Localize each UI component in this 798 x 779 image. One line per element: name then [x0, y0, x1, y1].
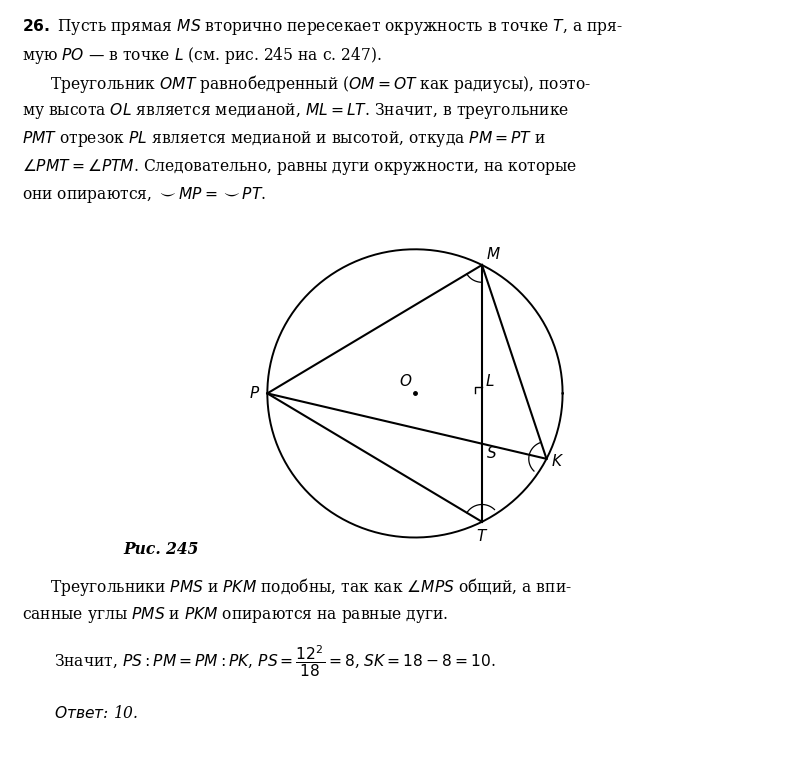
- Text: му высота $OL$ является медианой, $ML = LT$. Значит, в треугольнике: му высота $OL$ является медианой, $ML = …: [22, 101, 570, 122]
- Text: $T$: $T$: [476, 528, 488, 544]
- Text: $P$: $P$: [249, 386, 260, 401]
- Text: $\mathbf{26.}$ Пусть прямая $MS$ вторично пересекает окружность в точке $T$, а п: $\mathbf{26.}$ Пусть прямая $MS$ вторичн…: [22, 17, 623, 37]
- Text: $PMT$ отрезок $PL$ является медианой и высотой, откуда $PM = PT$ и: $PMT$ отрезок $PL$ является медианой и в…: [22, 129, 546, 150]
- Text: Значит, $PS : PM = PM : PK$, $PS = \dfrac{12^2}{18} = 8$, $SK = 18 - 8 = 10$.: Значит, $PS : PM = PM : PK$, $PS = \dfra…: [54, 643, 496, 679]
- Text: мую $PO$ — в точке $L$ (см. рис. 245 на с. 247).: мую $PO$ — в точке $L$ (см. рис. 245 на …: [22, 45, 382, 66]
- Text: Треугольники $PMS$ и $PKM$ подобны, так как $\angle MPS$ общий, а впи-: Треугольники $PMS$ и $PKM$ подобны, так …: [50, 576, 572, 598]
- Text: $\mathit{Ответ}$: 10.: $\mathit{Ответ}$: 10.: [54, 706, 139, 722]
- Text: $L$: $L$: [484, 373, 494, 389]
- Text: санные углы $PMS$ и $PKM$ опираются на равные дуги.: санные углы $PMS$ и $PKM$ опираются на р…: [22, 605, 448, 625]
- Text: $S$: $S$: [485, 445, 496, 460]
- Text: $O$: $O$: [399, 373, 413, 389]
- Text: Рис. 245: Рис. 245: [124, 541, 199, 559]
- Text: $\angle PMT = \angle PTM$. Следовательно, равны дуги окружности, на которые: $\angle PMT = \angle PTM$. Следовательно…: [22, 157, 578, 178]
- Text: Треугольник $OMT$ равнобедренный ($OM = OT$ как радиусы), поэто-: Треугольник $OMT$ равнобедренный ($OM = …: [50, 73, 591, 95]
- Text: $K$: $K$: [551, 453, 564, 468]
- Text: $M$: $M$: [485, 245, 500, 262]
- Text: они опираются, $\smile MP = \smile PT$.: они опираются, $\smile MP = \smile PT$.: [22, 185, 267, 206]
